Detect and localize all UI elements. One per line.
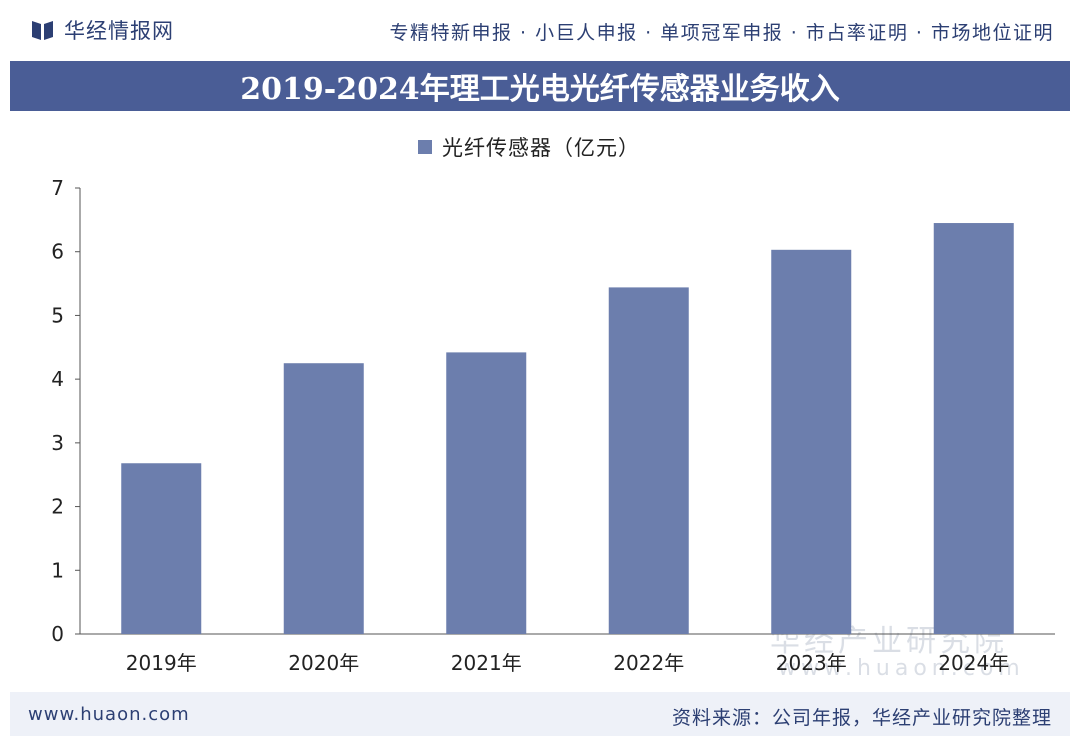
x-tick-label: 2024年 — [938, 651, 1009, 675]
brand-logo[interactable]: 华经情报网 — [30, 16, 174, 44]
bar — [771, 249, 852, 634]
y-tick-label: 6 — [51, 240, 64, 264]
footer-source: 资料来源：公司年报，华经产业研究院整理 — [671, 707, 1052, 729]
bar — [283, 363, 364, 634]
x-tick-label: 2020年 — [288, 651, 359, 675]
footer-url[interactable]: www.huaon.com — [28, 704, 190, 725]
top-header: 华经情报网 专精特新申报 · 小巨人申报 · 单项冠军申报 · 市占率证明 · … — [0, 0, 1080, 58]
y-tick-label: 4 — [51, 367, 64, 391]
x-tick-label: 2022年 — [613, 651, 684, 675]
y-tick-label: 0 — [51, 622, 64, 646]
bar — [608, 287, 689, 634]
book-icon — [32, 21, 53, 40]
bar — [446, 352, 527, 634]
y-tick-label: 5 — [51, 303, 64, 327]
x-tick-label: 2021年 — [451, 651, 522, 675]
y-tick-label: 7 — [51, 176, 64, 200]
x-tick-label: 2023年 — [776, 651, 847, 675]
y-tick-label: 2 — [51, 495, 64, 519]
brand-name: 华经情报网 — [64, 19, 174, 43]
chart-title: 2019-2024年理工光电光纤传感器业务收入 — [240, 72, 840, 107]
x-tick-label: 2019年 — [126, 651, 197, 675]
services-list: 专精特新申报 · 小巨人申报 · 单项冠军申报 · 市占率证明 · 市场地位证明 — [389, 22, 1054, 44]
title-band: 2019-2024年理工光电光纤传感器业务收入 — [10, 61, 1070, 111]
bar — [933, 223, 1014, 635]
legend-label: 光纤传感器（亿元） — [442, 136, 640, 160]
y-tick-label: 1 — [51, 558, 64, 582]
legend-swatch — [418, 140, 432, 154]
y-tick-label: 3 — [51, 431, 64, 455]
footer-bar: www.huaon.com 资料来源：公司年报，华经产业研究院整理 — [10, 692, 1070, 736]
bar-chart: 0 1 2 3 4 5 6 7 2019年 2020年 2021年 2022年 2023年 2024年 — [51, 176, 1055, 675]
watermark-url: www.huaon.com — [778, 656, 1025, 681]
bar — [121, 463, 202, 634]
legend: 光纤传感器（亿元） — [418, 132, 640, 162]
